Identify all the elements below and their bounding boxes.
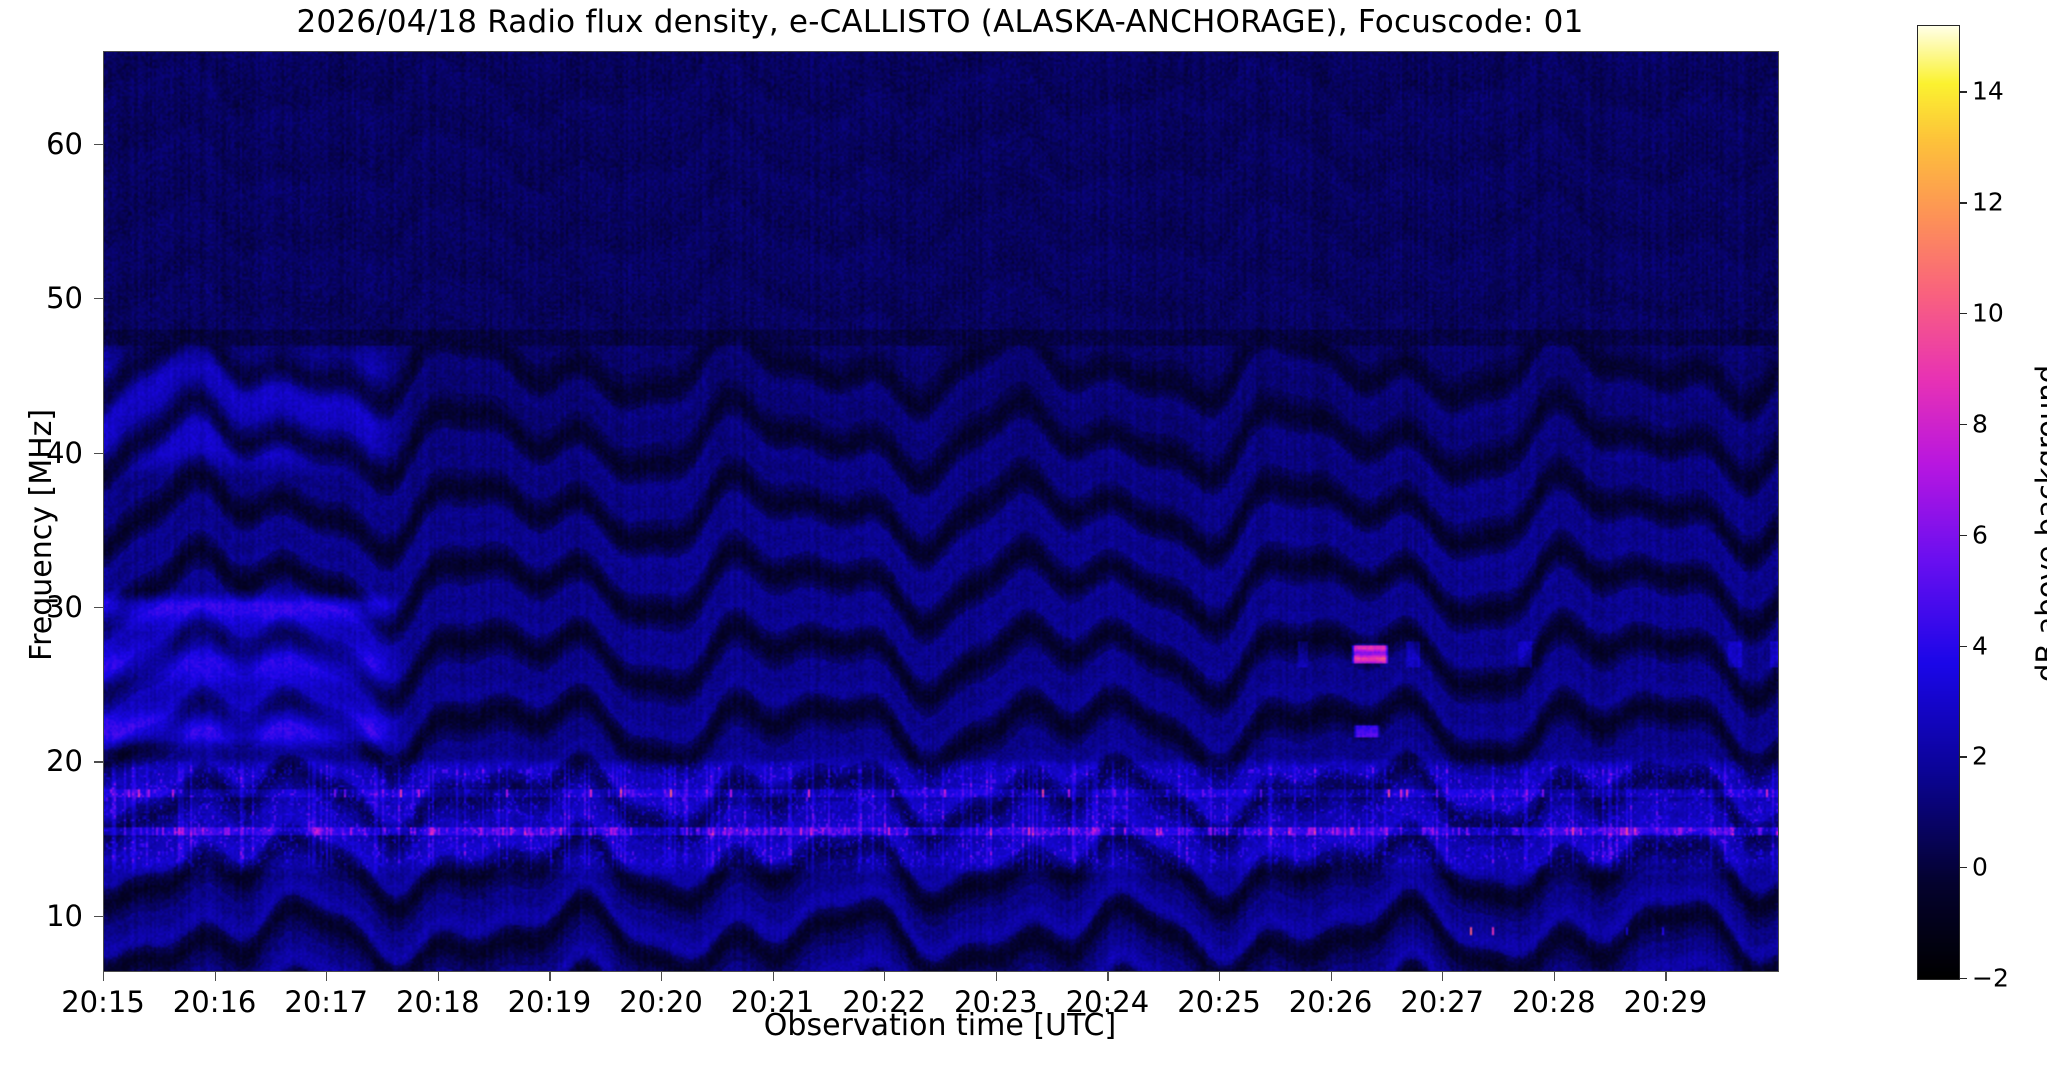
colorbar-tick-mark (1959, 756, 1967, 758)
x-tick-label: 20:22 (842, 985, 926, 1019)
y-tick-mark (94, 298, 103, 300)
colorbar-tick-mark (1959, 202, 1967, 204)
x-tick-mark (1107, 972, 1109, 981)
colorbar-tick-label: 12 (1972, 187, 2004, 217)
x-tick-mark (326, 972, 328, 981)
colorbar-tick-mark (1959, 423, 1967, 426)
colorbar-tick-label: 14 (1972, 76, 2004, 106)
x-tick-label: 20:19 (507, 985, 592, 1019)
colorbar-tick-label: 8 (1972, 409, 1988, 439)
y-tick-label: 40 (46, 435, 83, 470)
x-axis-label: Observation time [UTC] (763, 1008, 1117, 1043)
x-tick-mark (214, 972, 216, 981)
x-tick-mark (1665, 972, 1667, 981)
x-tick-mark (884, 972, 886, 981)
y-tick-mark (94, 607, 103, 609)
colorbar-tick-label: −2 (1972, 963, 2009, 993)
x-tick-mark (661, 972, 663, 981)
colorbar-tick-mark (1959, 978, 1967, 980)
x-tick-label: 20:17 (284, 985, 368, 1019)
x-tick-mark (995, 972, 998, 981)
page-title: 2026/04/18 Radio flux density, e-CALLIST… (296, 4, 1584, 40)
x-tick-mark (1330, 972, 1332, 981)
x-tick-mark (772, 972, 774, 981)
x-tick-label: 20:23 (954, 985, 1038, 1019)
x-tick-label: 20:27 (1400, 985, 1484, 1019)
y-tick-label: 20 (46, 744, 83, 779)
y-tick-mark (94, 761, 103, 763)
y-tick-mark (94, 915, 103, 918)
y-tick-label: 10 (46, 898, 83, 933)
colorbar-tick-label: 10 (1972, 298, 2004, 328)
x-tick-label: 20:29 (1623, 985, 1708, 1019)
y-tick-label: 60 (46, 126, 83, 161)
colorbar-tick-label: 2 (1972, 741, 1988, 771)
colorbar[interactable] (1917, 25, 1960, 980)
x-tick-label: 20:20 (619, 985, 703, 1019)
colorbar-tick-label: 0 (1972, 852, 1988, 882)
colorbar-tick-mark (1959, 313, 1967, 315)
x-tick-mark (437, 972, 440, 981)
x-tick-label: 20:26 (1288, 985, 1373, 1019)
spectrogram-image (104, 52, 1778, 971)
x-tick-mark (103, 972, 105, 981)
colorbar-tick-mark (1959, 867, 1967, 869)
spectrogram-plot-area[interactable] (103, 51, 1779, 972)
colorbar-tick-label: 6 (1972, 520, 1988, 550)
y-tick-label: 50 (46, 281, 83, 316)
x-tick-mark (1553, 972, 1556, 981)
colorbar-tick-mark (1959, 91, 1967, 93)
colorbar-gradient (1918, 26, 1959, 979)
x-tick-mark (1219, 972, 1221, 981)
y-tick-mark (94, 452, 103, 454)
colorbar-tick-label: 4 (1972, 631, 1988, 661)
y-tick-label: 30 (46, 590, 83, 625)
y-tick-mark (94, 143, 103, 145)
colorbar-label: dB above background (2030, 364, 2047, 682)
x-tick-label: 20:24 (1065, 985, 1150, 1019)
x-tick-mark (549, 972, 551, 981)
x-tick-label: 20:15 (61, 985, 145, 1019)
x-tick-label: 20:25 (1177, 985, 1261, 1019)
x-tick-mark (1442, 972, 1444, 981)
x-tick-label: 20:16 (172, 985, 257, 1019)
x-tick-label: 20:18 (396, 985, 480, 1019)
x-tick-label: 20:28 (1512, 985, 1596, 1019)
colorbar-tick-mark (1959, 534, 1967, 537)
x-tick-label: 20:21 (730, 985, 815, 1019)
colorbar-tick-mark (1959, 645, 1967, 647)
